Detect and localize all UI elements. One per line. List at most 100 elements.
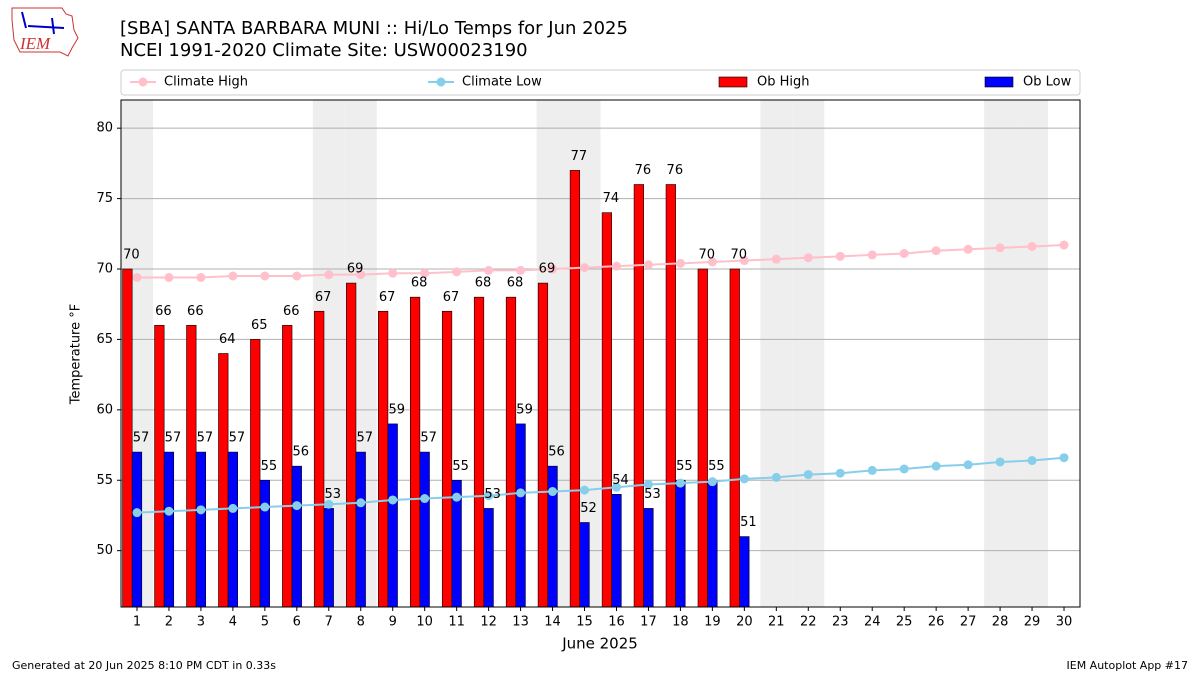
line-marker	[675, 478, 685, 488]
footer-right: IEM Autoplot App #17	[1067, 659, 1189, 672]
bar	[250, 339, 261, 608]
x-tick-label: 23	[832, 615, 849, 630]
line-marker	[1027, 456, 1037, 466]
y-tick-label: 65	[96, 332, 113, 347]
line-marker	[963, 244, 973, 254]
bar	[515, 423, 526, 608]
line-marker	[196, 505, 206, 515]
x-tick-label: 6	[293, 615, 301, 630]
logo-icon	[27, 25, 65, 29]
line-marker	[356, 270, 366, 280]
legend-box	[120, 69, 1081, 96]
value-label: 53	[644, 487, 661, 502]
x-tick-label: 5	[261, 615, 269, 630]
line-marker	[899, 249, 909, 259]
value-label: 57	[420, 431, 437, 446]
line-marker	[132, 272, 142, 282]
x-tick-label: 14	[544, 615, 561, 630]
logo-text: IEM	[19, 34, 51, 53]
line-marker	[388, 495, 398, 505]
line-marker	[611, 482, 621, 492]
line-marker	[260, 271, 270, 281]
bar	[441, 310, 453, 608]
bar	[483, 508, 494, 608]
line-marker	[228, 271, 238, 281]
value-label: 56	[293, 445, 310, 460]
x-tick-label: 12	[480, 615, 497, 630]
x-axis-label: June 2025	[561, 635, 638, 653]
chart-subtitle: NCEI 1991-2020 Climate Site: USW00023190	[120, 40, 528, 61]
line-marker	[835, 251, 845, 261]
value-label: 57	[165, 431, 182, 446]
bar	[409, 296, 421, 608]
y-tick-label: 75	[96, 191, 113, 206]
x-tick-label: 18	[672, 615, 689, 630]
legend-label: Ob High	[757, 75, 810, 90]
x-tick-label: 16	[608, 615, 625, 630]
value-label: 70	[699, 248, 716, 263]
bar	[355, 451, 366, 608]
line-marker	[420, 494, 430, 504]
x-tick-label: 22	[800, 615, 817, 630]
value-label: 70	[730, 248, 747, 263]
y-tick-label: 70	[96, 262, 113, 277]
bar	[739, 536, 750, 608]
line-marker	[452, 267, 462, 277]
legend-label: Climate Low	[462, 75, 542, 90]
value-label: 67	[315, 290, 332, 305]
bar	[729, 268, 740, 608]
legend-label: Ob Low	[1023, 75, 1072, 90]
line	[136, 456, 1065, 514]
bar	[665, 184, 676, 608]
line-marker	[611, 261, 621, 271]
value-label: 69	[347, 262, 364, 277]
x-tick-label: 27	[960, 615, 977, 630]
bar	[259, 479, 270, 608]
value-label: 57	[356, 431, 373, 446]
bar	[282, 325, 293, 608]
line-marker	[739, 256, 749, 266]
bar	[291, 465, 302, 608]
line-marker	[707, 477, 717, 487]
bar	[154, 325, 165, 608]
value-label: 57	[133, 431, 150, 446]
line-marker	[580, 485, 590, 495]
value-label: 55	[708, 459, 725, 474]
line-marker	[164, 272, 174, 282]
x-tick-label: 3	[197, 615, 205, 630]
line-marker	[931, 461, 941, 471]
value-label: 55	[676, 459, 693, 474]
y-tick-label: 60	[96, 402, 113, 417]
x-tick-label: 26	[928, 615, 945, 630]
line	[136, 244, 1065, 279]
bar	[537, 282, 549, 608]
line-marker	[292, 501, 302, 511]
x-tick-label: 28	[992, 615, 1009, 630]
weekend-shade	[984, 100, 1017, 607]
x-tick-label: 13	[512, 615, 529, 630]
x-tick-label: 15	[576, 615, 593, 630]
weekend-shade	[760, 100, 793, 607]
value-label: 65	[251, 318, 268, 333]
line-marker	[1059, 453, 1069, 463]
line-marker	[931, 246, 941, 256]
value-label: 66	[283, 304, 300, 319]
x-tick-label: 11	[448, 615, 465, 630]
bar	[131, 451, 143, 608]
value-label: 70	[123, 248, 140, 263]
x-tick-label: 4	[229, 615, 237, 630]
bar	[378, 310, 389, 608]
line-marker	[516, 265, 526, 275]
x-tick-label: 19	[704, 615, 721, 630]
y-tick-label: 50	[96, 543, 113, 558]
y-axis-label: Temperature °F	[69, 304, 84, 405]
weekend-shade	[1016, 100, 1049, 607]
value-label: 74	[603, 191, 620, 206]
bar	[633, 184, 644, 608]
line-marker	[771, 472, 781, 482]
weekend-shade	[792, 100, 825, 607]
logo-icon	[21, 11, 27, 29]
bar	[643, 508, 654, 608]
bar	[697, 268, 708, 608]
